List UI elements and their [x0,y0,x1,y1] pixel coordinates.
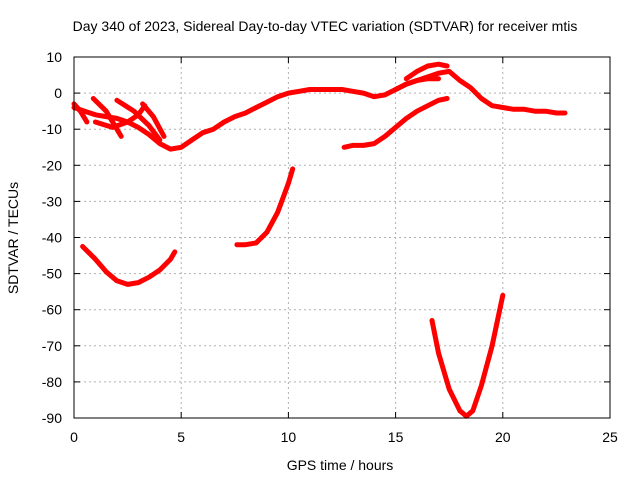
tick-labels: 0 5 10 15 20 25 10 0 -10 -20 -30 -40 -50 -60 -70 -80 -90 [42,49,618,445]
y-tick-label: -40 [42,230,62,246]
y-tick-label: -60 [42,302,62,318]
series-arc-d [140,101,167,139]
y-tick-label: -50 [42,266,62,282]
y-axis-label: SDTVAR / TECUs [5,182,21,294]
series-arc-e [341,96,450,150]
y-tick-label: -70 [42,338,62,354]
grid [74,57,610,418]
x-tick-label: 25 [602,429,618,445]
series-arc-b [92,103,148,130]
series-arc-g [393,76,441,92]
series-arc-f [403,61,450,82]
y-tick-label: -90 [42,410,62,426]
y-tick-label: 10 [46,49,62,65]
series-arc-start-a [71,101,90,125]
series-main-arc [71,68,568,152]
y-tick-label: -10 [42,121,62,137]
y-tick-label: -80 [42,374,62,390]
x-tick-label: 20 [495,429,511,445]
chart-title: Day 340 of 2023, Sidereal Day-to-day VTE… [73,18,578,34]
y-tick-label: -30 [42,193,62,209]
series-arc-h [80,244,178,287]
y-tick-label: 0 [54,85,62,101]
ticks [73,56,611,419]
x-tick-label: 10 [281,429,297,445]
y-tick-label: -20 [42,157,62,173]
series-arc-j [429,292,506,419]
x-tick-label: 15 [388,429,404,445]
series-group [71,61,568,419]
series-arc-i [234,166,296,248]
x-tick-label: 5 [177,429,185,445]
x-tick-label: 0 [70,429,78,445]
series-arc-c [114,97,163,143]
x-axis-label: GPS time / hours [287,457,394,473]
